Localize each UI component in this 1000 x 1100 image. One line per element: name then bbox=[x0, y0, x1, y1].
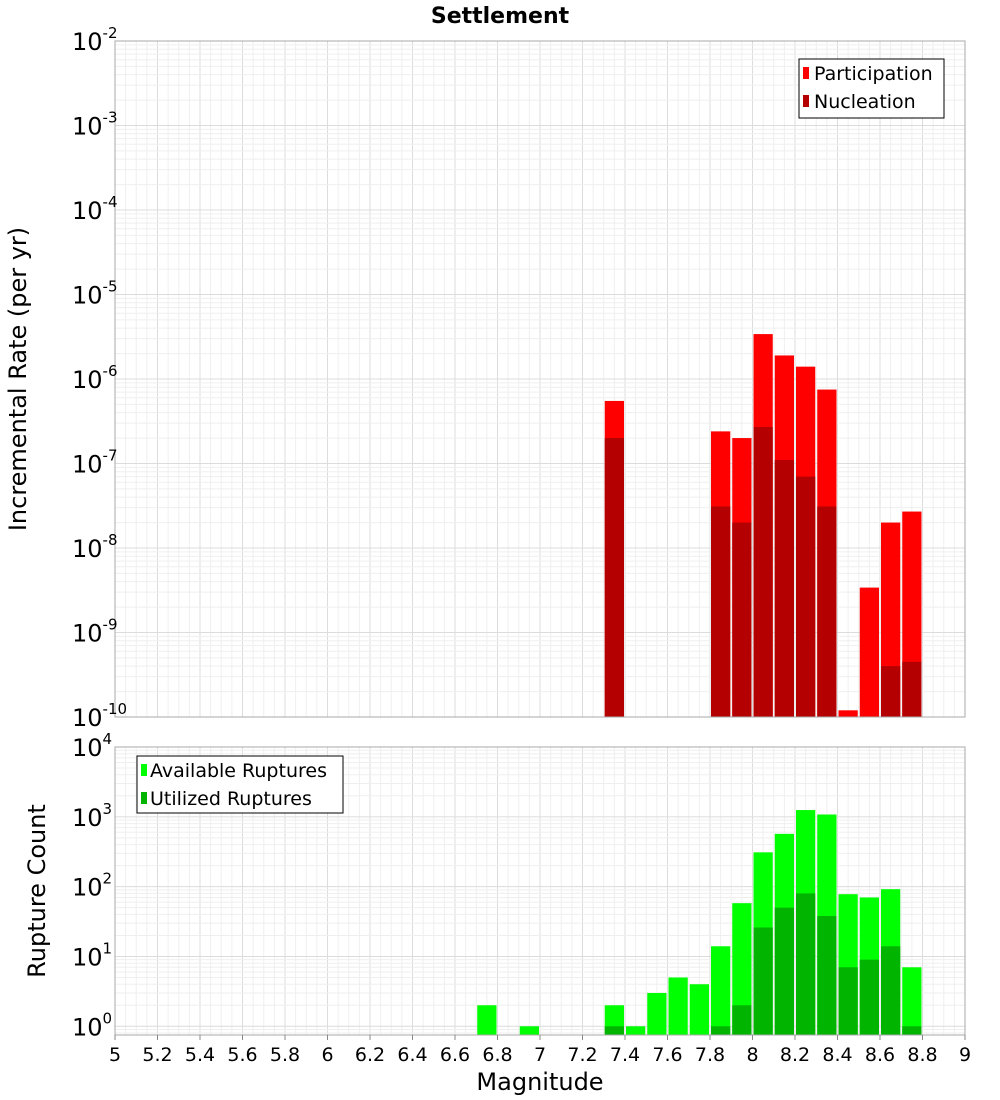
count-bar-utilized-ruptures bbox=[796, 893, 816, 1035]
count-y-tick-label: 104 bbox=[72, 730, 112, 762]
rate-y-tick-label: 10-5 bbox=[72, 278, 118, 310]
count-bar-available-ruptures bbox=[689, 984, 709, 1035]
x-tick-label: 5.4 bbox=[185, 1044, 215, 1066]
count-bar-utilized-ruptures bbox=[817, 915, 837, 1035]
rate-y-tick-label: 10-4 bbox=[72, 193, 118, 225]
rate-bar-nucleation bbox=[796, 476, 816, 717]
rate-bar-nucleation bbox=[881, 666, 901, 717]
rate-y-tick-label: 10-9 bbox=[72, 616, 118, 648]
count-bar-available-ruptures bbox=[647, 992, 667, 1035]
count-bar-utilized-ruptures bbox=[838, 967, 858, 1035]
count-plot-grid bbox=[114, 746, 966, 1035]
count-y-tick-label: 101 bbox=[72, 939, 112, 971]
rate-bar-nucleation bbox=[774, 460, 794, 717]
rate-legend-box bbox=[798, 58, 945, 119]
x-tick-label: 9 bbox=[959, 1044, 971, 1066]
x-tick-label: 7 bbox=[534, 1044, 546, 1066]
x-tick-label: 6.2 bbox=[355, 1044, 385, 1066]
x-tick-label: 7.6 bbox=[652, 1044, 682, 1066]
rate-plot-frame bbox=[114, 40, 966, 718]
count-bar-utilized-ruptures bbox=[902, 1026, 922, 1035]
x-tick-label: 7.8 bbox=[695, 1044, 725, 1066]
rate-bar-nucleation bbox=[732, 522, 752, 717]
rate-bar-nucleation bbox=[753, 427, 773, 717]
rate-y-tick-label: 10-8 bbox=[72, 531, 118, 563]
count-bar-available-ruptures bbox=[519, 1026, 539, 1035]
legend-label-participation: Participation bbox=[814, 63, 933, 85]
rate-bar-nucleation bbox=[817, 506, 837, 717]
x-axis-label: Magnitude bbox=[476, 1068, 603, 1096]
rate-plot-grid bbox=[114, 40, 966, 718]
x-tick-label: 6.8 bbox=[482, 1044, 512, 1066]
count-bar-utilized-ruptures bbox=[604, 1026, 624, 1035]
x-tick-label: 8.8 bbox=[907, 1044, 937, 1066]
x-tick-label: 5.8 bbox=[270, 1044, 300, 1066]
count-bar-available-ruptures bbox=[711, 946, 731, 1035]
rate-legend: Participation Nucleation bbox=[798, 58, 945, 119]
legend-swatch-available bbox=[141, 764, 147, 776]
chart-title: Settlement bbox=[431, 4, 570, 29]
rate-y-axis-label: Incremental Rate (per yr) bbox=[4, 227, 32, 531]
x-tick-label: 8.2 bbox=[780, 1044, 810, 1066]
count-y-ticks: 100 101 102 103 104 bbox=[72, 730, 112, 1041]
legend-label-available: Available Ruptures bbox=[150, 760, 327, 782]
count-y-tick-label: 103 bbox=[72, 800, 112, 832]
rate-bar-nucleation bbox=[604, 438, 624, 717]
rate-y-ticks: 10-10 10-9 10-8 10-7 10-6 10-5 10-4 10-3 10-2 bbox=[72, 24, 127, 732]
rate-plot-bars bbox=[604, 334, 922, 717]
x-tick-label: 8.6 bbox=[865, 1044, 895, 1066]
rate-y-tick-label: 10-6 bbox=[72, 362, 118, 394]
count-legend: Available Ruptures Utilized Ruptures bbox=[136, 755, 344, 814]
legend-label-nucleation: Nucleation bbox=[814, 91, 916, 113]
x-tick-label: 6.6 bbox=[440, 1044, 470, 1066]
rate-y-tick-label: 10-2 bbox=[72, 24, 118, 56]
rate-y-tick-label: 10-3 bbox=[72, 109, 118, 141]
x-tick-label: 5.6 bbox=[227, 1044, 257, 1066]
rate-y-tick-label: 10-7 bbox=[72, 447, 118, 479]
count-bar-utilized-ruptures bbox=[711, 1026, 731, 1035]
x-tick-label: 6 bbox=[321, 1044, 333, 1066]
count-bar-utilized-ruptures bbox=[732, 1005, 752, 1035]
x-tick-label: 8 bbox=[746, 1044, 758, 1066]
x-tick-label: 8.4 bbox=[822, 1044, 852, 1066]
count-bar-available-ruptures bbox=[902, 967, 922, 1035]
x-ticks: 5 5.2 5.4 5.6 5.8 6 6.2 6.4 6.6 6.8 7 7.2 7.4 7.6 7.8 8… bbox=[109, 1035, 971, 1066]
count-legend-box bbox=[136, 755, 344, 814]
legend-label-utilized: Utilized Ruptures bbox=[150, 788, 312, 810]
count-bar-available-ruptures bbox=[477, 1005, 497, 1035]
x-tick-label: 6.4 bbox=[397, 1044, 427, 1066]
rate-bar-nucleation bbox=[902, 661, 922, 717]
x-tick-label: 5.2 bbox=[142, 1044, 172, 1066]
count-bar-available-ruptures bbox=[668, 977, 688, 1035]
legend-swatch-nucleation bbox=[803, 95, 809, 107]
count-y-tick-label: 100 bbox=[72, 1009, 112, 1041]
count-y-tick-label: 102 bbox=[72, 870, 112, 902]
count-y-axis-label: Rupture Count bbox=[23, 804, 51, 978]
count-plot-bars bbox=[477, 810, 922, 1035]
count-bar-available-ruptures bbox=[626, 1026, 646, 1035]
rate-bar-participation bbox=[838, 710, 858, 717]
x-tick-label: 5 bbox=[109, 1044, 121, 1066]
count-bar-utilized-ruptures bbox=[881, 946, 901, 1035]
count-bar-utilized-ruptures bbox=[774, 907, 794, 1035]
legend-swatch-participation bbox=[803, 67, 809, 79]
legend-swatch-utilized bbox=[141, 792, 147, 804]
x-tick-label: 7.4 bbox=[610, 1044, 640, 1066]
rate-bar-nucleation bbox=[711, 506, 731, 717]
count-bar-utilized-ruptures bbox=[859, 959, 879, 1035]
count-bar-utilized-ruptures bbox=[753, 927, 773, 1035]
rate-y-tick-label: 10-10 bbox=[72, 700, 127, 732]
rate-bar-participation bbox=[859, 587, 879, 717]
x-tick-label: 7.2 bbox=[567, 1044, 597, 1066]
count-bar-available-ruptures bbox=[732, 903, 752, 1035]
